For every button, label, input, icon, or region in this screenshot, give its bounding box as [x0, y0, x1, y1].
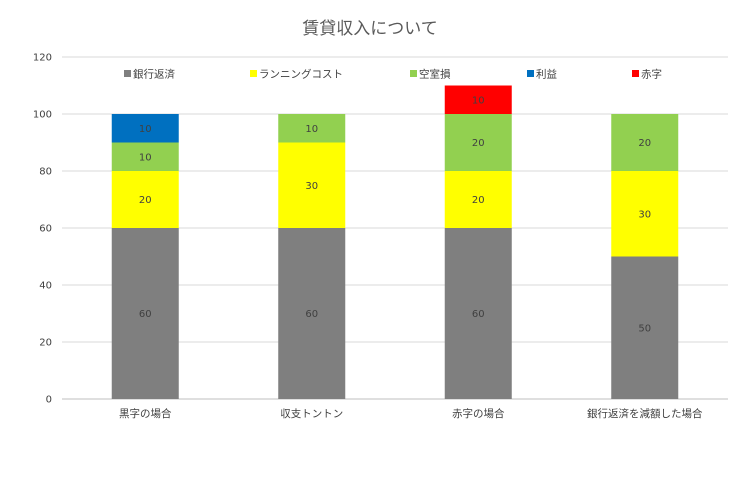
y-tick-label: 20 [39, 338, 52, 349]
y-tick-label: 60 [39, 224, 52, 235]
x-category-label: 黒字の場合 [119, 407, 172, 420]
bars [111, 85, 679, 399]
y-tick-label: 100 [33, 110, 52, 121]
data-label: 60 [472, 309, 485, 320]
chart-title: 賃貸収入について [302, 19, 438, 39]
data-label: 10 [139, 124, 152, 135]
bar-segment [278, 142, 346, 228]
data-label: 50 [638, 323, 651, 334]
data-label: 10 [139, 152, 152, 163]
x-category-label: 赤字の場合 [452, 407, 505, 420]
legend-label: 空室損 [419, 68, 451, 81]
data-label: 20 [472, 138, 485, 149]
bar-segment [111, 171, 179, 228]
legend-label: 赤字 [641, 68, 662, 81]
bar-segment [444, 85, 512, 114]
bar-segment [444, 228, 512, 399]
bar-segment [111, 114, 179, 143]
bar-segment [278, 228, 346, 399]
bar-segment [611, 171, 679, 257]
data-label: 30 [638, 209, 651, 220]
legend-swatch [250, 70, 257, 77]
y-tick-label: 0 [46, 395, 52, 406]
bar-segment [611, 256, 679, 399]
legend-swatch [410, 70, 417, 77]
legend-swatch [527, 70, 534, 77]
data-label: 20 [638, 138, 651, 149]
bar-segment [111, 228, 179, 399]
data-label: 30 [305, 181, 318, 192]
bar-segment [611, 114, 679, 171]
legend-label: 銀行返済 [133, 68, 175, 81]
legend-swatch [632, 70, 639, 77]
data-label: 20 [472, 195, 485, 206]
bar-segment [111, 142, 179, 171]
data-label: 10 [472, 95, 485, 106]
y-tick-label: 120 [33, 53, 52, 64]
y-tick-label: 80 [39, 167, 52, 178]
data-label: 20 [139, 195, 152, 206]
legend-swatch [124, 70, 131, 77]
bar-segment [278, 114, 346, 143]
legend-label: ランニングコスト [259, 68, 343, 81]
legend: 銀行返済 ランニングコスト 空室損 利益 赤字 [124, 68, 662, 81]
x-category-label: 収支トントン [280, 408, 343, 420]
bar-segment [444, 114, 512, 171]
y-tick-label: 40 [39, 281, 52, 292]
legend-label: 利益 [536, 68, 557, 81]
data-label: 60 [305, 309, 318, 320]
data-label: 60 [139, 309, 152, 320]
x-category-label: 銀行返済を減額した場合 [587, 407, 703, 420]
data-label: 10 [305, 124, 318, 135]
bar-segment [444, 171, 512, 228]
data-labels: 60 20 10 10 60 30 10 60 20 20 10 50 30 20 [139, 95, 651, 334]
